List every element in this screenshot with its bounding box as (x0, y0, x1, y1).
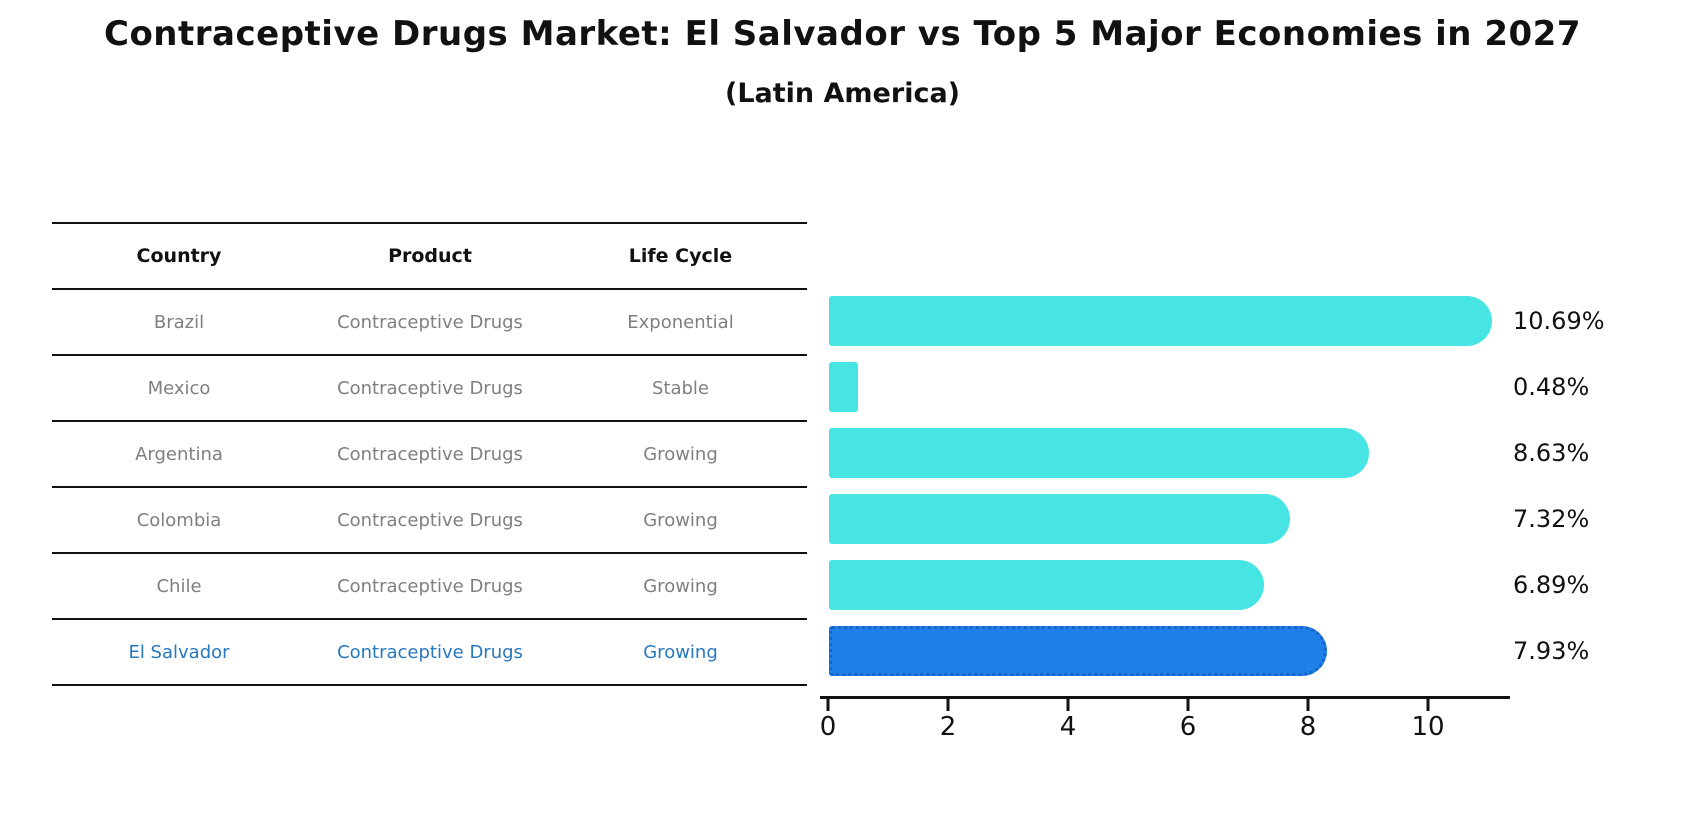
cell-product: Contraceptive Drugs (337, 575, 523, 597)
x-tick-label-4: 4 (1059, 712, 1077, 742)
cell-product: Contraceptive Drugs (337, 377, 523, 399)
bar-chile (829, 560, 1265, 610)
cell-life-cycle: Growing (643, 509, 718, 531)
value-label-colombia: 7.32% (1513, 505, 1590, 533)
table-row-colombia: Colombia Contraceptive Drugs Growing (52, 488, 807, 554)
x-tick-mark-2 (946, 699, 950, 711)
value-label-brazil: 10.69% (1513, 307, 1605, 335)
bar-mexico (829, 362, 858, 412)
table-header-life-cycle: Life Cycle (628, 245, 733, 267)
x-tick-mark-8 (1306, 699, 1310, 711)
value-label-argentina: 8.63% (1513, 439, 1590, 467)
cell-country: Chile (156, 575, 202, 597)
cell-country: Argentina (135, 443, 223, 465)
bar-brazil (829, 296, 1493, 346)
cell-country: Mexico (147, 377, 211, 399)
chart-title: Contraceptive Drugs Market: El Salvador … (104, 14, 1581, 54)
data-table: Country Product Life Cycle Brazil Contrac… (52, 222, 807, 686)
bar-colombia (829, 494, 1291, 544)
x-axis-line (820, 696, 1510, 699)
table-row-el-salvador: El Salvador Contraceptive Drugs Growing (52, 620, 807, 686)
cell-product: Contraceptive Drugs (337, 443, 523, 465)
cell-country: El Salvador (128, 641, 230, 663)
table-header-product: Product (388, 245, 472, 267)
bar-el-salvador (829, 626, 1327, 676)
cell-life-cycle: Stable (651, 377, 709, 399)
table-body: Brazil Contraceptive Drugs Exponential Mexi… (52, 290, 807, 686)
x-tick-mark-10 (1426, 699, 1430, 711)
x-tick-mark-0 (826, 699, 830, 711)
table-row-brazil: Brazil Contraceptive Drugs Exponential (52, 290, 807, 356)
bar-argentina (829, 428, 1369, 478)
cell-product: Contraceptive Drugs (337, 509, 523, 531)
table-row-mexico: Mexico Contraceptive Drugs Stable (52, 356, 807, 422)
cell-life-cycle: Exponential (627, 311, 734, 333)
table-row-chile: Chile Contraceptive Drugs Growing (52, 554, 807, 620)
x-tick-label-0: 0 (819, 712, 837, 742)
x-tick-label-8: 8 (1299, 712, 1317, 742)
x-tick-mark-6 (1186, 699, 1190, 711)
cell-country: Brazil (153, 311, 205, 333)
chart-subtitle: (Latin America) (724, 78, 961, 109)
cell-life-cycle: Growing (643, 641, 718, 663)
value-label-el-salvador: 7.93% (1513, 637, 1590, 665)
table-row-argentina: Argentina Contraceptive Drugs Growing (52, 422, 807, 488)
x-tick-label-10: 10 (1411, 712, 1445, 742)
cell-life-cycle: Growing (643, 443, 718, 465)
cell-country: Colombia (136, 509, 222, 531)
cell-product: Contraceptive Drugs (337, 311, 523, 333)
x-tick-mark-4 (1066, 699, 1070, 711)
table-header-row: Country Product Life Cycle (52, 224, 807, 290)
cell-life-cycle: Growing (643, 575, 718, 597)
x-tick-label-2: 2 (939, 712, 957, 742)
cell-product: Contraceptive Drugs (337, 641, 523, 663)
value-label-chile: 6.89% (1513, 571, 1590, 599)
value-label-mexico: 0.48% (1513, 373, 1590, 401)
table-header-country: Country (136, 245, 222, 267)
x-tick-label-6: 6 (1179, 712, 1197, 742)
